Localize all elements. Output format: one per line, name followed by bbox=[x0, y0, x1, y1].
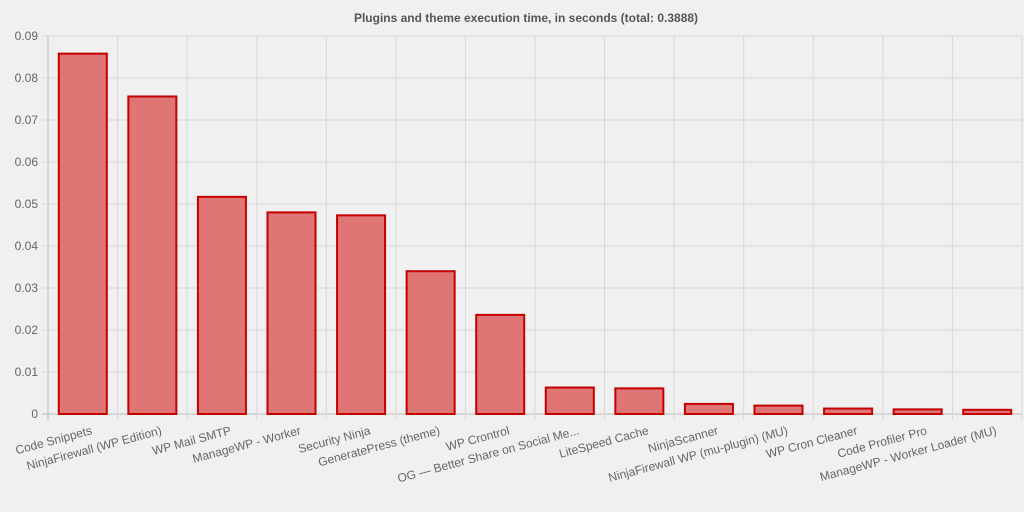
grid-lines bbox=[42, 35, 1023, 420]
bars bbox=[57, 52, 1013, 416]
bar bbox=[336, 214, 387, 415]
y-tick-label: 0.06 bbox=[15, 155, 39, 169]
chart-title: Plugins and theme execution time, in sec… bbox=[354, 11, 698, 25]
bar bbox=[823, 407, 874, 416]
bar bbox=[544, 386, 595, 416]
y-tick-label: 0.07 bbox=[15, 113, 39, 127]
y-tick-label: 0.08 bbox=[15, 71, 39, 85]
y-tick-label: 0.01 bbox=[15, 365, 39, 379]
bar bbox=[892, 408, 943, 416]
bar bbox=[266, 211, 317, 415]
bar bbox=[753, 404, 804, 416]
y-tick-label: 0.04 bbox=[15, 239, 39, 253]
y-axis-ticks: 0 0.01 0.02 0.03 0.04 0.05 0.06 0.07 0.08 0.09 bbox=[15, 29, 39, 421]
bar bbox=[405, 270, 456, 416]
y-tick-label: 0 bbox=[31, 407, 38, 421]
y-tick-label: 0.05 bbox=[15, 197, 39, 211]
bar bbox=[962, 408, 1013, 415]
y-tick-label: 0.02 bbox=[15, 323, 39, 337]
bar bbox=[614, 387, 665, 416]
y-tick-label: 0.03 bbox=[15, 281, 39, 295]
bar bbox=[683, 402, 734, 416]
bar bbox=[196, 195, 247, 415]
bar bbox=[57, 52, 108, 415]
bar bbox=[475, 313, 526, 416]
bar bbox=[127, 95, 178, 415]
y-tick-label: 0.09 bbox=[15, 29, 39, 43]
